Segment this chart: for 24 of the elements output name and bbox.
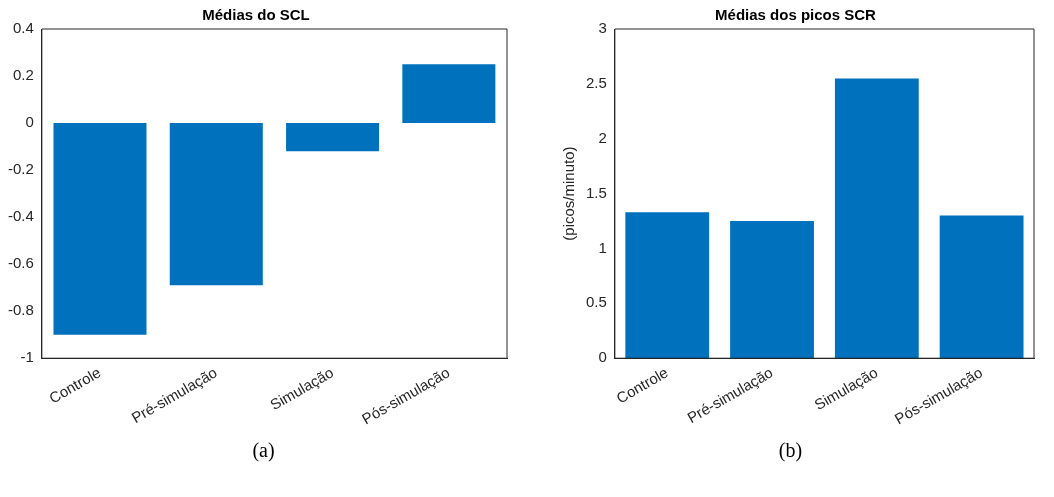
y-tick-label: 2 — [598, 128, 607, 146]
y-tick-label: 0 — [25, 113, 34, 131]
y-tick-label: -0.4 — [7, 207, 34, 225]
chart-title: Médias dos picos SCR — [715, 6, 877, 24]
y-tick-label: 1.5 — [585, 183, 607, 201]
text: (a) — [251, 439, 276, 462]
y-tick-label: -1 — [20, 348, 34, 366]
y-axis-title: (picos/minuto) — [560, 146, 578, 241]
y-tick-label: 1 — [598, 238, 607, 256]
y-tick-label: -0.2 — [7, 160, 34, 178]
y-tick-label: -0.8 — [7, 301, 34, 319]
bar — [834, 78, 919, 359]
text: (b) — [777, 439, 804, 462]
y-tick-label: 0.2 — [12, 66, 34, 84]
y-tick-label: 0.5 — [585, 293, 607, 311]
y-tick-label: 0 — [598, 348, 607, 366]
y-tick-label: 3 — [598, 19, 607, 37]
bar — [730, 221, 814, 359]
bar — [625, 212, 710, 359]
bar — [939, 215, 1024, 359]
chart-title: Médias do SCL — [202, 6, 310, 24]
y-tick-label: 0.4 — [12, 19, 34, 37]
y-tick-label: 2.5 — [585, 74, 607, 92]
y-tick-label: -0.6 — [7, 254, 34, 272]
